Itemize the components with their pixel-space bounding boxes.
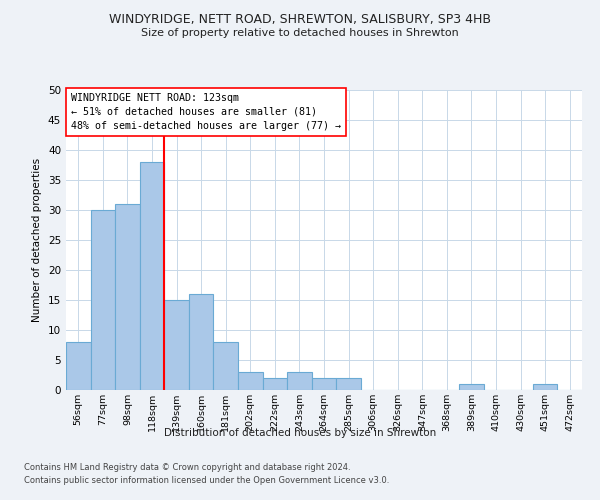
Bar [164, 300, 189, 390]
Text: Contains public sector information licensed under the Open Government Licence v3: Contains public sector information licen… [24, 476, 389, 485]
Bar [189, 294, 214, 390]
Bar [287, 372, 312, 390]
Text: WINDYRIDGE, NETT ROAD, SHREWTON, SALISBURY, SP3 4HB: WINDYRIDGE, NETT ROAD, SHREWTON, SALISBU… [109, 12, 491, 26]
Text: Size of property relative to detached houses in Shrewton: Size of property relative to detached ho… [141, 28, 459, 38]
Bar [115, 204, 140, 390]
Bar [91, 210, 115, 390]
Bar [66, 342, 91, 390]
Bar [140, 162, 164, 390]
Text: WINDYRIDGE NETT ROAD: 123sqm
← 51% of detached houses are smaller (81)
48% of se: WINDYRIDGE NETT ROAD: 123sqm ← 51% of de… [71, 93, 341, 131]
Bar [336, 378, 361, 390]
Bar [214, 342, 238, 390]
Bar [533, 384, 557, 390]
Text: Contains HM Land Registry data © Crown copyright and database right 2024.: Contains HM Land Registry data © Crown c… [24, 462, 350, 471]
Bar [238, 372, 263, 390]
Bar [263, 378, 287, 390]
Bar [459, 384, 484, 390]
Bar [312, 378, 336, 390]
Text: Distribution of detached houses by size in Shrewton: Distribution of detached houses by size … [164, 428, 436, 438]
Y-axis label: Number of detached properties: Number of detached properties [32, 158, 43, 322]
